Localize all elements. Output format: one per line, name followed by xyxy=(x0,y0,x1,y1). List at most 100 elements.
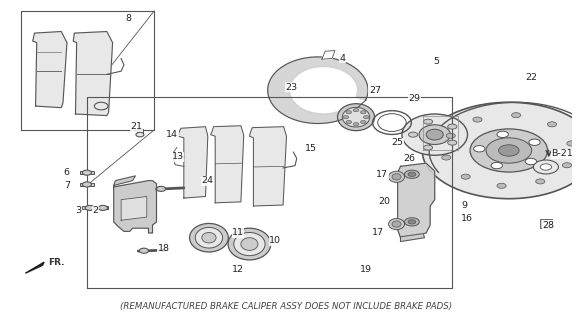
Polygon shape xyxy=(250,127,287,206)
Bar xyxy=(80,171,94,174)
Bar xyxy=(137,129,143,135)
Circle shape xyxy=(533,160,559,174)
Ellipse shape xyxy=(389,171,405,182)
Circle shape xyxy=(536,179,545,184)
Circle shape xyxy=(529,139,540,145)
Text: FR.: FR. xyxy=(48,258,65,267)
Circle shape xyxy=(405,170,419,178)
Polygon shape xyxy=(25,262,44,273)
Ellipse shape xyxy=(195,228,222,248)
Circle shape xyxy=(474,146,485,152)
Text: 18: 18 xyxy=(158,244,170,253)
Ellipse shape xyxy=(402,114,467,155)
Text: 4: 4 xyxy=(339,54,345,63)
Circle shape xyxy=(448,124,457,129)
Text: 10: 10 xyxy=(269,236,281,245)
Polygon shape xyxy=(401,234,424,242)
Text: 12: 12 xyxy=(232,265,244,274)
Text: 14: 14 xyxy=(166,130,178,139)
Circle shape xyxy=(423,119,433,124)
Text: 9: 9 xyxy=(461,202,467,211)
Text: 23: 23 xyxy=(285,83,297,92)
Polygon shape xyxy=(113,180,156,233)
Circle shape xyxy=(473,117,482,122)
Ellipse shape xyxy=(342,107,370,127)
Circle shape xyxy=(156,186,166,191)
Circle shape xyxy=(470,129,548,172)
Circle shape xyxy=(346,121,351,124)
Circle shape xyxy=(361,111,366,114)
Polygon shape xyxy=(178,127,208,198)
Ellipse shape xyxy=(392,221,401,227)
Bar xyxy=(80,183,94,186)
Polygon shape xyxy=(121,196,147,220)
Ellipse shape xyxy=(228,228,271,260)
Circle shape xyxy=(486,138,532,163)
Polygon shape xyxy=(113,176,135,185)
Ellipse shape xyxy=(338,104,375,131)
Circle shape xyxy=(497,131,508,138)
Text: 22: 22 xyxy=(526,73,538,82)
Circle shape xyxy=(346,111,351,114)
Circle shape xyxy=(448,140,457,145)
Polygon shape xyxy=(398,163,435,238)
Text: 8: 8 xyxy=(125,14,131,23)
Ellipse shape xyxy=(241,238,258,251)
Text: 6: 6 xyxy=(64,168,70,177)
Circle shape xyxy=(491,162,503,169)
Circle shape xyxy=(548,122,556,127)
Circle shape xyxy=(353,108,359,112)
Text: 19: 19 xyxy=(360,265,372,274)
Ellipse shape xyxy=(202,233,216,243)
Text: 29: 29 xyxy=(409,94,421,103)
Circle shape xyxy=(461,174,470,179)
Circle shape xyxy=(405,218,419,226)
Text: 27: 27 xyxy=(369,86,381,95)
Circle shape xyxy=(364,116,369,119)
Ellipse shape xyxy=(426,129,444,140)
Ellipse shape xyxy=(419,125,450,144)
Ellipse shape xyxy=(189,223,228,252)
Circle shape xyxy=(408,172,416,177)
Text: 21: 21 xyxy=(130,122,142,131)
Circle shape xyxy=(82,182,91,187)
Polygon shape xyxy=(73,32,112,116)
Circle shape xyxy=(408,220,416,224)
Bar xyxy=(96,206,108,209)
Circle shape xyxy=(94,102,108,110)
Circle shape xyxy=(499,145,519,156)
Text: 11: 11 xyxy=(232,228,244,237)
Polygon shape xyxy=(211,126,244,203)
Text: 7: 7 xyxy=(64,181,70,190)
Text: 2: 2 xyxy=(93,206,98,215)
Ellipse shape xyxy=(389,219,405,230)
Circle shape xyxy=(512,113,521,118)
Circle shape xyxy=(361,121,366,124)
Polygon shape xyxy=(33,32,67,108)
Bar xyxy=(540,219,552,228)
Text: 28: 28 xyxy=(543,220,555,229)
Text: 24: 24 xyxy=(202,176,214,185)
Text: 5: 5 xyxy=(433,57,439,66)
Text: (REMANUFACTURED BRAKE CALIPER ASSY DOES NOT INCLUDE BRAKE PADS): (REMANUFACTURED BRAKE CALIPER ASSY DOES … xyxy=(120,302,453,311)
Ellipse shape xyxy=(234,233,265,256)
Text: 15: 15 xyxy=(305,144,317,153)
Circle shape xyxy=(98,205,108,211)
Bar xyxy=(82,206,95,209)
Text: B-21: B-21 xyxy=(552,149,573,158)
Circle shape xyxy=(567,141,576,146)
Circle shape xyxy=(442,155,451,160)
Text: 17: 17 xyxy=(376,170,389,179)
Circle shape xyxy=(562,163,571,168)
Circle shape xyxy=(82,170,91,175)
Circle shape xyxy=(525,158,537,165)
Text: 26: 26 xyxy=(403,154,415,163)
Text: 16: 16 xyxy=(461,214,473,223)
Ellipse shape xyxy=(392,174,401,180)
Circle shape xyxy=(446,133,455,138)
Circle shape xyxy=(422,102,579,199)
Text: 17: 17 xyxy=(372,228,384,237)
Circle shape xyxy=(136,132,144,137)
Circle shape xyxy=(497,183,506,188)
Text: 3: 3 xyxy=(75,206,82,215)
